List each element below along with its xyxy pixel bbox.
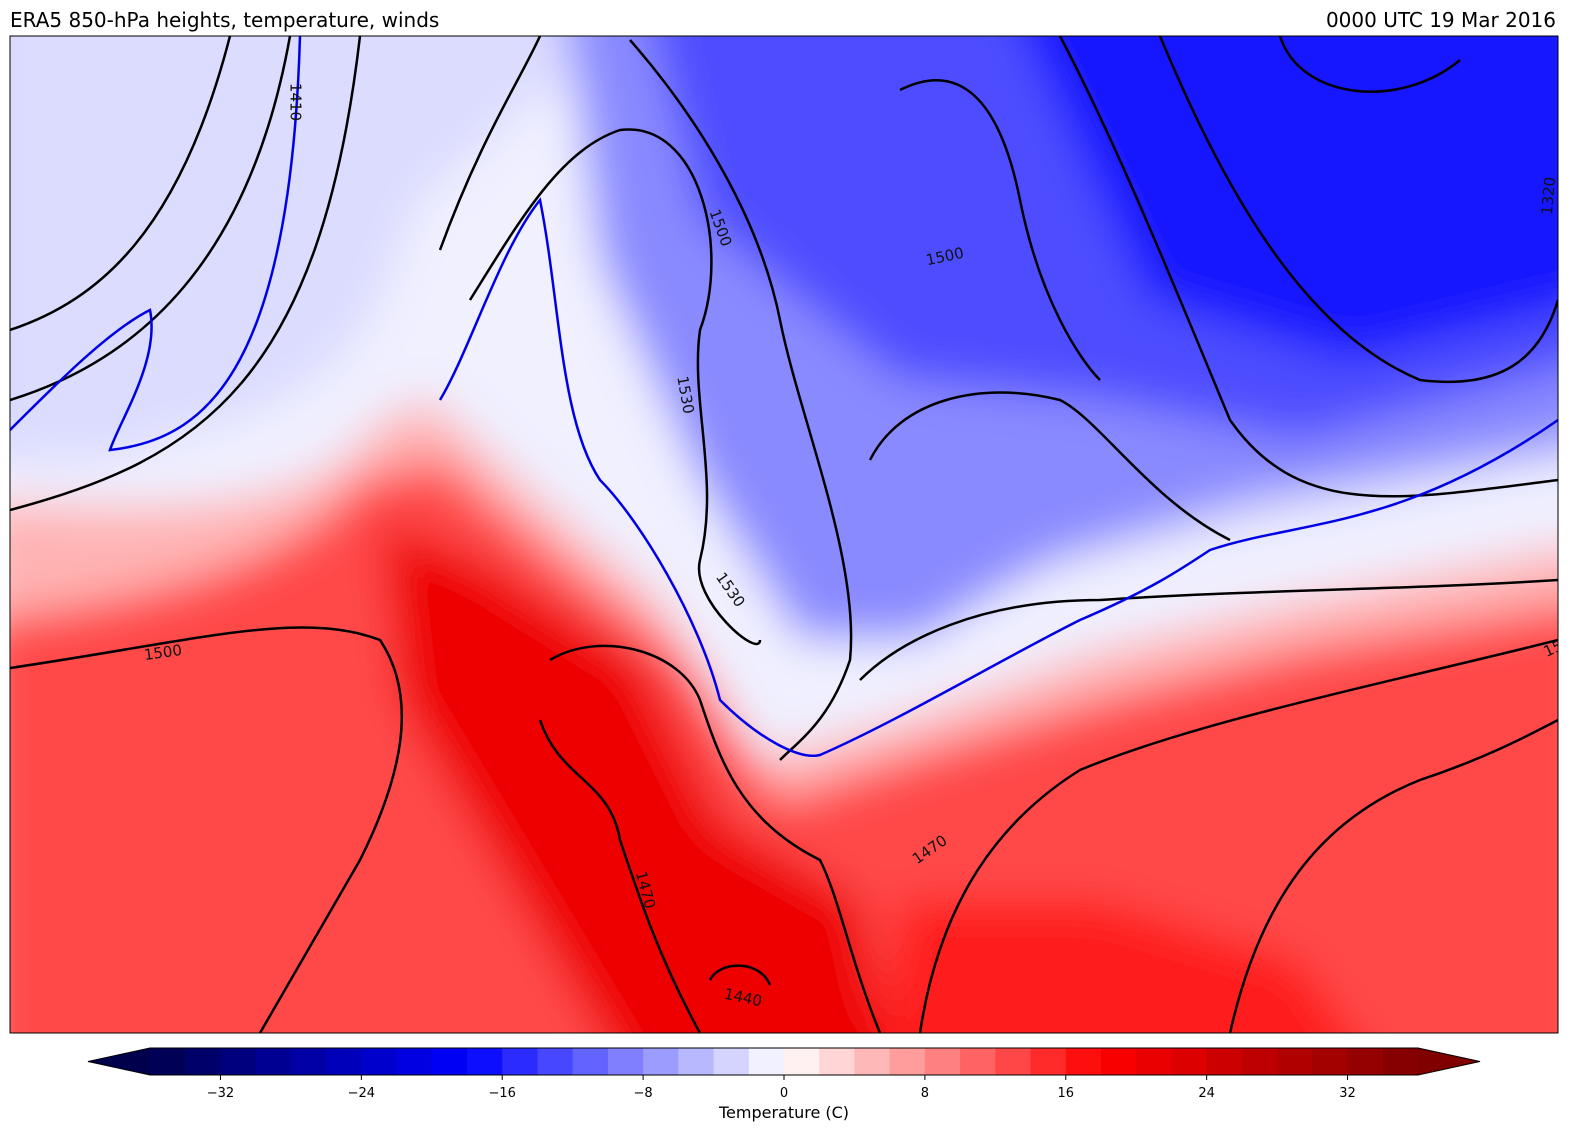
colorbar-segment xyxy=(643,1048,679,1075)
colorbar: −32 −24 −16 −8 0 8 16 24 32 xyxy=(87,1047,1481,1101)
colorbar-segment xyxy=(924,1048,961,1075)
colorbar-tick-label: 0 xyxy=(780,1086,788,1101)
colorbar-extension xyxy=(1418,1048,1480,1075)
colorbar-tick-label: 24 xyxy=(1198,1086,1215,1101)
colorbar-tick-label: 8 xyxy=(921,1086,929,1101)
colorbar-segment xyxy=(1101,1048,1137,1075)
colorbar-segment xyxy=(607,1048,644,1075)
colorbar-segment xyxy=(889,1048,926,1075)
colorbar-segment xyxy=(537,1048,574,1075)
colorbar-segment xyxy=(1312,1048,1349,1075)
colorbar-segment xyxy=(960,1048,996,1075)
colorbar-extension xyxy=(88,1048,150,1075)
contour-label: 1320 xyxy=(1538,176,1559,216)
colorbar-segment xyxy=(572,1048,609,1075)
colorbar-segment xyxy=(220,1048,257,1075)
valid-time: 0000 UTC 19 Mar 2016 xyxy=(1326,8,1556,32)
colorbar-segment xyxy=(396,1048,433,1075)
colorbar-segment xyxy=(1277,1048,1313,1075)
colorbar-segment xyxy=(1065,1048,1102,1075)
colorbar-segment xyxy=(290,1048,327,1075)
map: 1410 1500 1500 1530 1530 1500 1470 1470 … xyxy=(10,36,1559,1033)
colorbar-segment xyxy=(1030,1048,1067,1075)
colorbar-segment xyxy=(854,1048,891,1075)
colorbar-tick-label: −24 xyxy=(348,1086,375,1101)
freezing-line xyxy=(438,197,1558,757)
colorbar-segment xyxy=(255,1048,292,1075)
colorbar-segment xyxy=(784,1048,820,1075)
colorbar-segment xyxy=(1347,1048,1384,1075)
colorbar-segment xyxy=(995,1048,1032,1075)
colorbar-segment xyxy=(819,1048,855,1075)
colorbar-segment xyxy=(326,1048,362,1075)
colorbar-segment xyxy=(713,1048,750,1075)
colorbar-tick-label: 16 xyxy=(1058,1086,1075,1101)
colorbar-segment xyxy=(502,1048,538,1075)
colorbar-tick-label: −16 xyxy=(489,1086,516,1101)
colorbar-segment xyxy=(748,1048,785,1075)
colorbar-segment xyxy=(1382,1048,1419,1075)
contour-label: 1500 xyxy=(143,641,183,664)
title: ERA5 850-hPa heights, temperature, winds xyxy=(10,8,439,32)
colorbar-tick-label: 32 xyxy=(1339,1086,1356,1101)
map-frame xyxy=(9,35,1559,1034)
colorbar-segment xyxy=(431,1048,468,1075)
colorbar-segment xyxy=(467,1048,503,1075)
colorbar-tick-label: −8 xyxy=(634,1086,653,1101)
colorbar-segment xyxy=(185,1048,221,1075)
colorbar-segment xyxy=(678,1048,715,1075)
height-contours xyxy=(10,36,1558,1033)
freezing-line xyxy=(10,36,302,452)
colorbar-segment xyxy=(1241,1048,1278,1075)
colorbar-tick-label: −32 xyxy=(207,1086,234,1101)
colorbar-outline xyxy=(87,1047,1481,1076)
colorbar-segment xyxy=(150,1048,186,1075)
contour-label: 1410 xyxy=(287,83,305,121)
temperature-field xyxy=(10,36,1558,1033)
colorbar-segment xyxy=(361,1048,398,1075)
colorbar-segment xyxy=(1171,1048,1208,1075)
colorbar-segment xyxy=(1136,1048,1172,1075)
colorbar-label: Temperature (C) xyxy=(718,1103,849,1122)
colorbar-segment xyxy=(1206,1048,1243,1075)
